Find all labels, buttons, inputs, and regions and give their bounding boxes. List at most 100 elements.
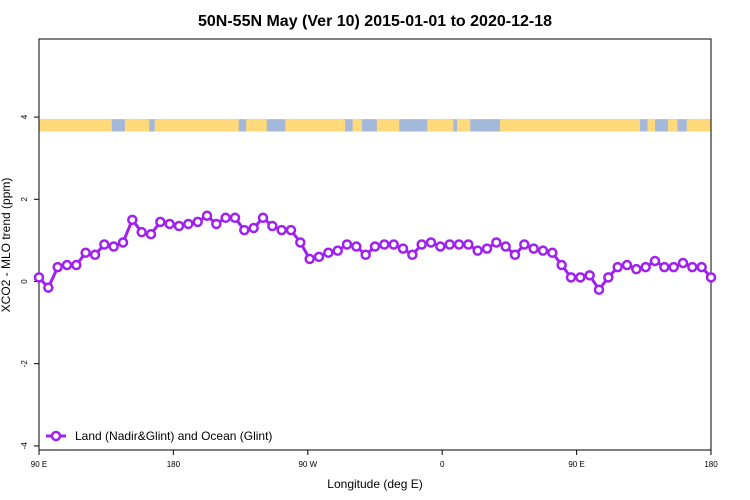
data-point-47 — [472, 245, 483, 256]
data-point-18 — [201, 210, 213, 221]
land-segment-6 — [376, 119, 400, 132]
data-point-56 — [556, 259, 567, 271]
data-point-68 — [668, 261, 679, 273]
data-point-16 — [183, 218, 194, 230]
data-point-35 — [360, 249, 371, 261]
land-segment-12 — [686, 119, 711, 132]
data-point-26 — [276, 224, 287, 236]
legend: Land (Nadir&Glint) and Ocean (Glint) — [46, 429, 272, 443]
x-tick-label-4: 90 E — [568, 460, 584, 469]
data-point-20 — [220, 212, 231, 224]
data-point-15 — [173, 220, 185, 232]
x-tick-label-2: 90 W — [298, 460, 317, 469]
data-point-22 — [239, 224, 250, 236]
y-axis-ticks: -4 -2 0 2 4 — [20, 114, 39, 449]
data-point-40 — [407, 249, 418, 261]
data-point-52 — [519, 239, 530, 250]
x-tick-label-5: 180 — [704, 460, 718, 469]
data-point-30 — [313, 251, 325, 263]
data-point-13 — [155, 216, 166, 228]
data-point-29 — [304, 253, 315, 265]
y-tick-label-2: 0 — [20, 279, 29, 284]
data-point-39 — [397, 243, 409, 254]
chart-title: 50N-55N May (Ver 10) 2015-01-01 to 2020-… — [198, 13, 552, 30]
x-tick-label-1: 180 — [167, 460, 181, 469]
data-point-12 — [145, 228, 157, 240]
data-point-61 — [603, 272, 614, 283]
data-point-11 — [136, 226, 147, 238]
data-point-60 — [593, 284, 605, 295]
data-point-50 — [500, 241, 511, 252]
data-point-7 — [99, 239, 110, 250]
data-point-1 — [43, 282, 54, 293]
land-segment-8 — [457, 119, 471, 132]
land-segment-1 — [124, 119, 150, 132]
data-point-3 — [61, 259, 73, 271]
data-point-72 — [705, 272, 717, 283]
land-segment-11 — [668, 119, 678, 132]
land-segment-0 — [39, 119, 112, 132]
data-point-58 — [575, 272, 586, 283]
data-point-31 — [323, 247, 334, 258]
x-axis-ticks: 90 E 180 90 W 0 90 E 180 — [31, 450, 718, 469]
data-point-8 — [108, 241, 119, 252]
y-tick-label-4: 4 — [20, 114, 29, 119]
data-point-63 — [621, 259, 633, 271]
plot-frame — [38, 38, 712, 451]
data-point-27 — [285, 224, 297, 236]
data-point-38 — [388, 239, 399, 250]
land-segment-7 — [427, 119, 454, 132]
y-axis-label: XCO2 - MLO trend (ppm) — [0, 178, 13, 313]
data-point-44 — [444, 239, 455, 250]
land-segment-2 — [154, 119, 239, 132]
data-point-34 — [351, 241, 362, 252]
data-point-67 — [659, 261, 670, 273]
data-point-70 — [687, 261, 698, 273]
data-point-21 — [229, 212, 241, 224]
data-point-57 — [565, 272, 577, 283]
x-axis-label: Longitude (deg E) — [327, 477, 422, 491]
data-point-48 — [481, 243, 493, 254]
land-segment-4 — [285, 119, 346, 132]
data-point-54 — [537, 245, 549, 256]
y-tick-label-3: 2 — [20, 197, 29, 202]
data-point-64 — [631, 263, 642, 275]
data-point-32 — [332, 245, 343, 256]
y-tick-label-1: -2 — [20, 360, 29, 368]
data-point-25 — [267, 220, 278, 232]
data-point-9 — [117, 237, 129, 248]
data-point-0 — [33, 272, 45, 283]
data-point-5 — [80, 247, 91, 258]
legend-label: Land (Nadir&Glint) and Ocean (Glint) — [75, 429, 272, 443]
data-point-62 — [612, 261, 623, 273]
data-point-71 — [696, 261, 707, 273]
data-point-42 — [425, 237, 437, 248]
data-point-17 — [192, 216, 203, 228]
data-point-28 — [295, 237, 306, 248]
data-point-65 — [640, 261, 651, 273]
land-segment-3 — [246, 119, 267, 132]
series-layer — [33, 210, 717, 295]
data-point-2 — [52, 261, 63, 273]
data-point-55 — [547, 247, 558, 258]
x-tick-label-0: 90 E — [31, 460, 47, 469]
data-point-33 — [341, 239, 353, 250]
data-point-66 — [649, 255, 661, 267]
data-point-69 — [677, 257, 689, 269]
data-point-19 — [211, 218, 222, 230]
legend-marker — [50, 430, 62, 442]
data-point-46 — [463, 239, 474, 250]
land-segment-10 — [647, 119, 655, 132]
data-point-53 — [528, 243, 539, 254]
land-ocean-strip — [39, 119, 711, 132]
data-point-24 — [257, 212, 269, 224]
data-point-51 — [509, 249, 521, 261]
y-tick-label-0: -4 — [20, 442, 29, 450]
data-point-4 — [71, 259, 82, 271]
data-point-36 — [369, 241, 381, 252]
data-point-43 — [435, 241, 446, 252]
x-tick-label-3: 0 — [440, 460, 445, 469]
land-segment-9 — [500, 119, 641, 132]
data-point-10 — [127, 214, 138, 226]
